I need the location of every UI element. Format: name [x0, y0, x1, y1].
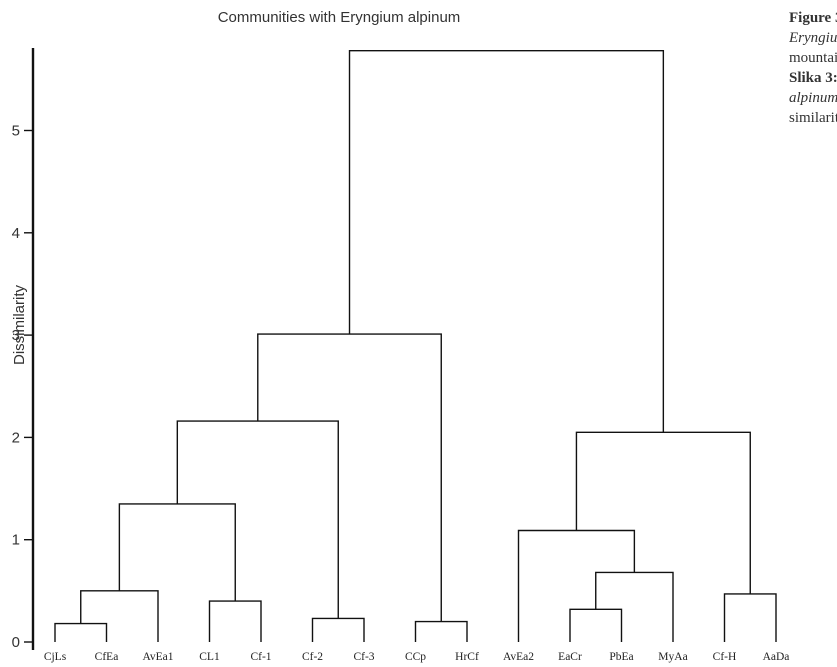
- dendrogram-link: [176, 420, 339, 619]
- leaf-labels: CjLs CfEa AvEa1 CL1 Cf-1 Cf-2 Cf-3 CCp HrCf AvEa2…: [44, 651, 790, 663]
- y-tick-label: 1: [12, 532, 20, 549]
- leaf-label: CL1: [199, 651, 220, 663]
- caption-text-line: similarity: [789, 110, 837, 126]
- y-tick-label: 2: [12, 429, 20, 446]
- leaf-label: EaCr: [558, 651, 582, 663]
- leaf-label: AvEa1: [142, 651, 173, 663]
- dendrogram-link: [595, 571, 674, 642]
- leaf-label: CjLs: [44, 651, 67, 663]
- leaf-label: AaDa: [763, 651, 790, 663]
- caption-species-name: Eryngium: [789, 30, 837, 46]
- leaf-label: HrCf: [455, 651, 479, 663]
- leaf-label: Cf-3: [353, 651, 374, 663]
- caption-species-epithet: alpinum: [789, 90, 837, 106]
- dendrogram-link: [575, 431, 751, 594]
- leaf-label: PbEa: [609, 651, 633, 663]
- leaf-label: AvEa2: [503, 651, 534, 663]
- dendrogram-link: [118, 503, 236, 602]
- leaf-label: CfEa: [95, 651, 119, 663]
- leaf-label: Cf-1: [250, 651, 271, 663]
- y-tick-label: 5: [12, 123, 20, 140]
- dendrogram-link: [257, 333, 442, 622]
- dendrogram-links: [54, 50, 777, 642]
- y-axis-label: Dissimilarity: [11, 285, 28, 365]
- dendrogram-link: [54, 622, 108, 642]
- dendrogram-link: [414, 620, 468, 642]
- dendrogram-link: [311, 617, 365, 642]
- dendrogram-link: [569, 608, 623, 642]
- y-tick-label: 4: [12, 225, 20, 242]
- leaf-label: Cf-H: [713, 651, 737, 663]
- dendrogram-link: [517, 529, 636, 642]
- caption-text-line: mountain: [789, 50, 837, 66]
- dendrogram-link: [348, 50, 665, 433]
- leaf-label: MyAa: [658, 651, 687, 663]
- dendrogram-link: [80, 590, 159, 642]
- leaf-label: CCp: [405, 651, 426, 663]
- y-tick-label: 0: [12, 634, 20, 651]
- dendrogram-link: [723, 593, 777, 642]
- caption-figure-label: Figure 3:: [789, 10, 837, 26]
- chart-title: Communities with Eryngium alpinum: [218, 9, 461, 26]
- y-axis-ticks: 0 1 2 3 4 5: [12, 123, 33, 651]
- caption-slika-label: Slika 3:: [789, 70, 837, 86]
- dendrogram-link: [208, 600, 262, 642]
- figure-caption: Figure 3: Eryngium mountain Slika 3: L a…: [789, 8, 837, 128]
- y-tick-label: 3: [12, 327, 20, 344]
- leaf-label: Cf-2: [302, 651, 323, 663]
